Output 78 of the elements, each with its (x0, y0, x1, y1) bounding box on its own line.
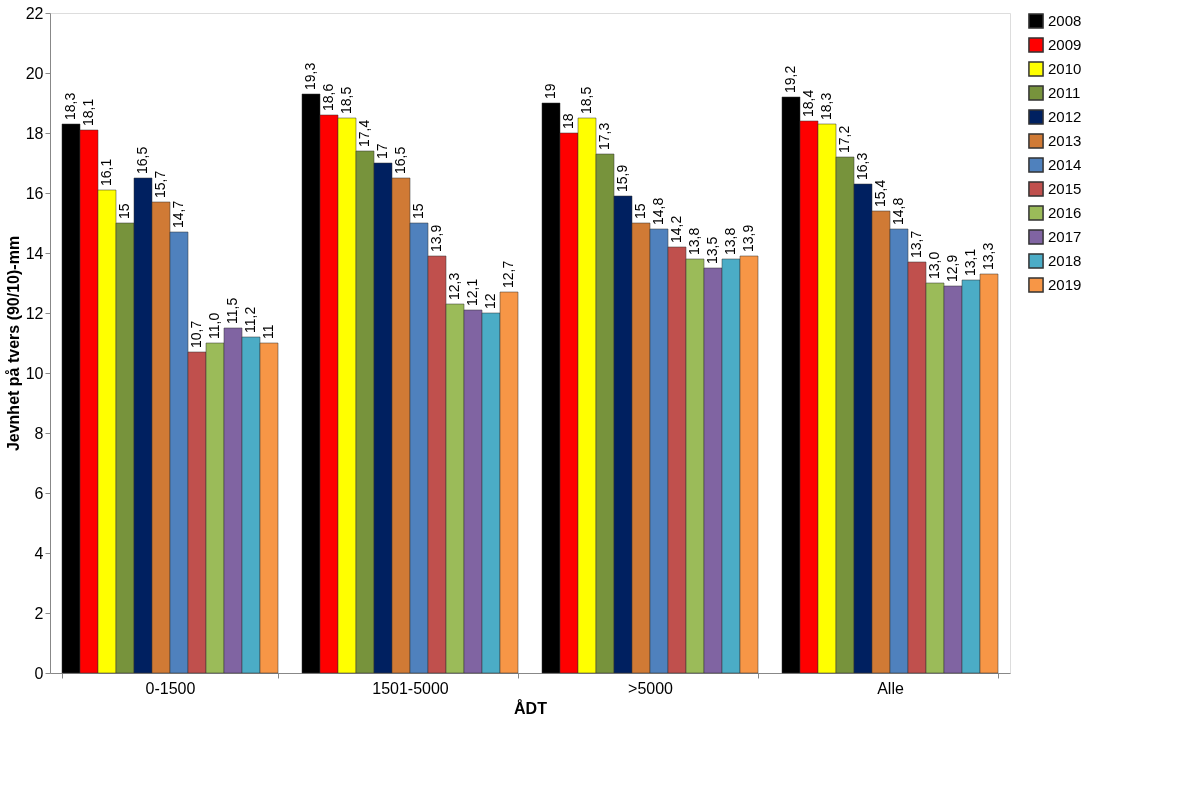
data-label: 16,5 (392, 146, 408, 174)
legend-label: 2009 (1048, 36, 1082, 53)
data-label: 15 (116, 203, 132, 219)
y-tick-label: 2 (34, 604, 44, 622)
y-tick-label: 14 (25, 244, 44, 262)
data-label: 12,7 (500, 260, 516, 288)
x-tick-label: 0-1500 (145, 679, 196, 697)
data-label: 16,5 (134, 146, 150, 174)
data-label: 18,6 (320, 83, 336, 111)
data-label: 14,8 (650, 197, 666, 225)
legend-label: 2018 (1048, 252, 1082, 269)
y-tick-label: 18 (25, 124, 44, 142)
data-label: 16,3 (854, 152, 870, 180)
data-label: 12,3 (446, 272, 462, 300)
legend-label: 2013 (1048, 132, 1082, 149)
y-tick-label: 4 (34, 544, 44, 562)
y-tick-label: 8 (34, 424, 44, 442)
data-label: 13,8 (686, 227, 702, 255)
y-tick-label: 12 (25, 304, 44, 322)
data-label: 18,4 (800, 89, 816, 117)
data-label: 13,3 (980, 242, 996, 270)
legend-label: 2015 (1048, 180, 1082, 197)
legend-label: 2012 (1048, 108, 1082, 125)
data-label: 18,3 (818, 92, 834, 120)
data-label: 17,2 (836, 125, 852, 153)
legend-label: 2011 (1048, 84, 1081, 101)
legend-label: 2008 (1048, 12, 1082, 29)
data-label: 11,5 (224, 297, 240, 324)
data-label: 12 (482, 293, 498, 309)
data-label: 19,3 (302, 62, 318, 90)
data-label: 11 (260, 324, 276, 339)
legend-label: 2016 (1048, 204, 1082, 221)
y-axis-title: Jevnhet på tvers (90/10)-mm (4, 235, 22, 452)
y-tick-label: 22 (25, 4, 44, 22)
data-label: 13,8 (722, 227, 738, 255)
data-label: 17,3 (596, 122, 612, 150)
data-label: 13,1 (962, 248, 978, 276)
data-label: 15 (632, 203, 648, 219)
y-tick-label: 16 (25, 184, 44, 202)
legend-label: 2014 (1048, 156, 1082, 173)
data-label: 13,9 (428, 224, 444, 252)
x-tick-label: Alle (877, 679, 904, 697)
data-label: 14,8 (890, 197, 906, 225)
data-label: 18,5 (338, 86, 354, 114)
data-label: 11,2 (242, 306, 258, 333)
legend-label: 2017 (1048, 228, 1082, 245)
data-label: 12,9 (944, 254, 960, 282)
data-label: 18 (560, 113, 576, 129)
data-label: 18,5 (578, 86, 594, 114)
data-label: 15,9 (614, 164, 630, 192)
data-label: 15 (410, 203, 426, 219)
data-label: 10,7 (188, 320, 204, 348)
data-label: 15,4 (872, 179, 888, 207)
data-label: 17 (374, 143, 390, 159)
data-label: 12,1 (464, 278, 480, 306)
data-label: 19,2 (782, 65, 798, 93)
data-label: 13,7 (908, 230, 924, 258)
data-label: 19 (542, 83, 558, 99)
data-label: 17,4 (356, 119, 372, 147)
data-label: 14,2 (668, 215, 684, 243)
legend-label: 2010 (1048, 60, 1082, 77)
y-tick-label: 20 (25, 64, 44, 82)
data-label: 15,7 (152, 170, 168, 198)
data-label: 16,1 (98, 158, 114, 186)
data-label: 18,1 (80, 98, 96, 126)
data-label: 11,0 (206, 312, 222, 339)
data-label: 13,9 (740, 224, 756, 252)
y-tick-label: 0 (34, 664, 44, 682)
data-label: 18,3 (62, 92, 78, 120)
x-tick-label: 1501-5000 (372, 679, 449, 697)
y-tick-label: 6 (34, 484, 44, 502)
data-label: 14,7 (170, 200, 186, 228)
data-label: 13,0 (926, 251, 942, 279)
data-label: 13,5 (704, 236, 720, 264)
y-tick-label: 10 (25, 364, 44, 382)
x-axis-title: ÅDT (514, 698, 548, 717)
legend-label: 2019 (1048, 276, 1082, 293)
x-tick-label: >5000 (628, 679, 674, 697)
